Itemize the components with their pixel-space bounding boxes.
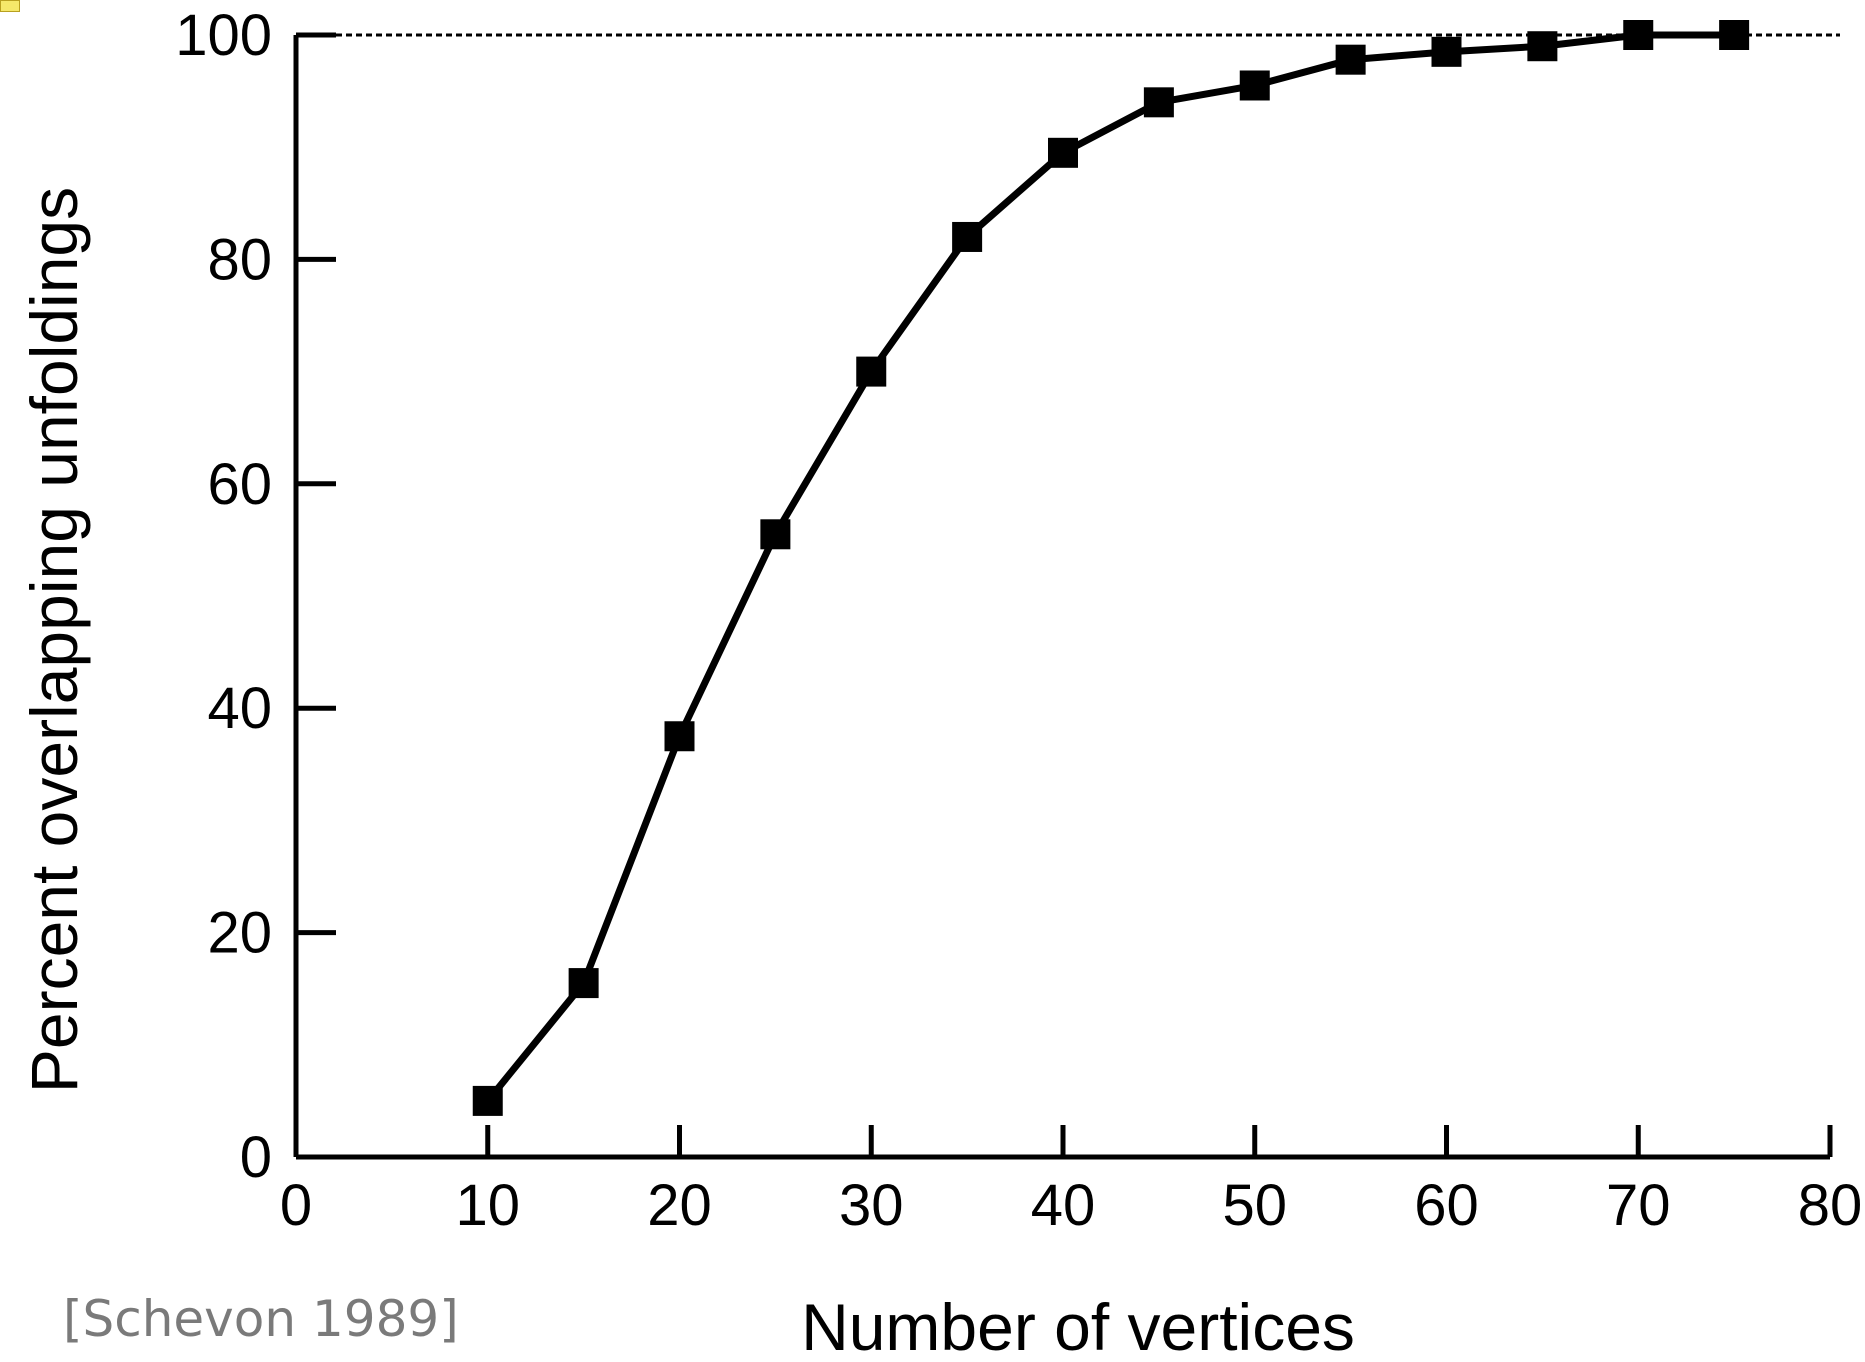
data-point [472, 1085, 503, 1116]
data-point [1527, 31, 1558, 62]
data-point [856, 356, 887, 387]
data-point [1048, 137, 1078, 168]
y-tick-label: 20 [207, 901, 272, 966]
data-point [1239, 70, 1270, 101]
y-tick-label: 80 [207, 227, 272, 292]
y-tick-label: 40 [207, 676, 272, 741]
x-tick-label: 0 [280, 1173, 312, 1238]
note-icon [0, 0, 20, 12]
x-tick-label: 80 [1798, 1173, 1863, 1238]
data-point [664, 721, 695, 752]
x-tick-label: 10 [455, 1173, 520, 1238]
x-tick-label: 60 [1414, 1173, 1479, 1238]
y-tick-label: 0 [240, 1125, 272, 1190]
data-point [1431, 36, 1462, 67]
ticks: 0 20 40 60 80 100 0 10 20 30 40 50 60 70 80 [175, 3, 1862, 1238]
y-axis-title: Percent overlapping unfoldings [17, 187, 91, 1093]
data-point [760, 519, 791, 550]
series-layer [472, 20, 1750, 1116]
data-point [1335, 44, 1366, 75]
series-line [484, 31, 1738, 1105]
x-tick-label: 20 [647, 1173, 712, 1238]
x-tick-label: 70 [1606, 1173, 1671, 1238]
data-point [1143, 87, 1174, 118]
x-axis-title: Number of vertices [801, 1290, 1355, 1362]
y-tick-label: 100 [175, 3, 272, 68]
x-tick-label: 40 [1031, 1173, 1096, 1238]
x-tick-label: 50 [1222, 1173, 1287, 1238]
y-tick-label: 60 [207, 452, 272, 517]
axes [293, 35, 1830, 1160]
citation-label: [Schevon 1989] [63, 1290, 459, 1348]
data-point [1623, 20, 1654, 50]
x-tick-label: 30 [839, 1173, 904, 1238]
data-point [952, 221, 983, 252]
data-point [1719, 20, 1750, 50]
data-point [568, 968, 599, 999]
